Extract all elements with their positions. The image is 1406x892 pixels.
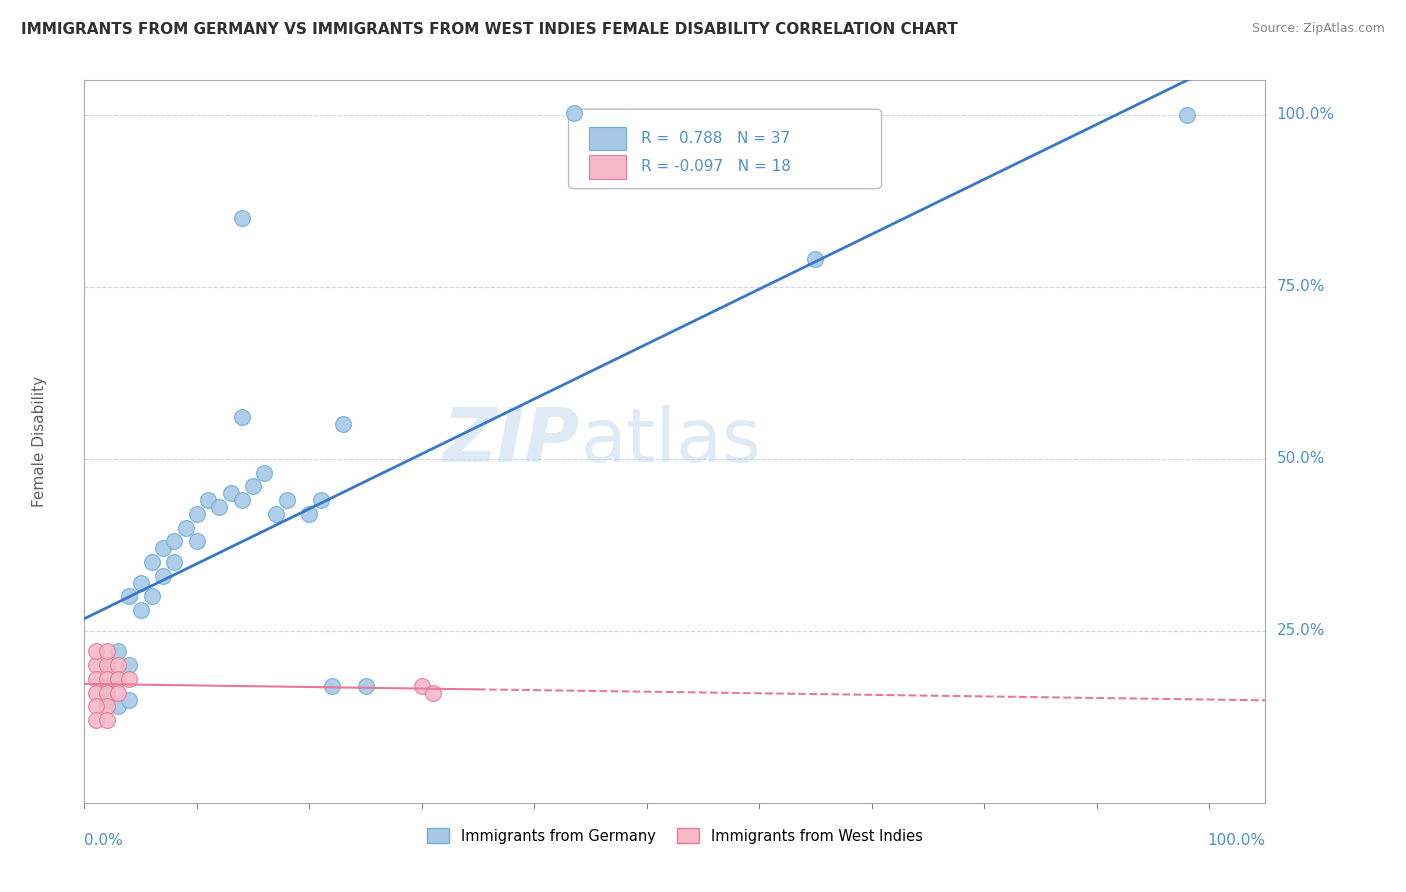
Point xyxy=(141,590,163,604)
Point xyxy=(174,520,197,534)
Point xyxy=(96,658,118,673)
Point xyxy=(118,658,141,673)
Point xyxy=(107,672,129,686)
Legend: Immigrants from Germany, Immigrants from West Indies: Immigrants from Germany, Immigrants from… xyxy=(422,822,928,850)
Point xyxy=(107,686,129,700)
Point xyxy=(152,568,174,582)
Point xyxy=(197,493,219,508)
Text: ZIP: ZIP xyxy=(443,405,581,478)
Point xyxy=(298,507,321,521)
Point xyxy=(422,686,444,700)
Point xyxy=(264,507,287,521)
Text: 25.0%: 25.0% xyxy=(1277,624,1324,639)
Point xyxy=(354,679,377,693)
Text: 100.0%: 100.0% xyxy=(1208,833,1265,848)
Point xyxy=(129,575,152,590)
Text: IMMIGRANTS FROM GERMANY VS IMMIGRANTS FROM WEST INDIES FEMALE DISABILITY CORRELA: IMMIGRANTS FROM GERMANY VS IMMIGRANTS FR… xyxy=(21,22,957,37)
Point xyxy=(118,692,141,706)
Text: atlas: atlas xyxy=(581,405,762,478)
Point xyxy=(141,555,163,569)
Point xyxy=(107,699,129,714)
Point xyxy=(186,507,208,521)
Point xyxy=(332,417,354,432)
Point xyxy=(231,410,253,425)
FancyBboxPatch shape xyxy=(568,109,882,189)
Point xyxy=(96,672,118,686)
Text: Female Disability: Female Disability xyxy=(32,376,48,508)
Point xyxy=(242,479,264,493)
Point xyxy=(96,679,118,693)
Text: R = -0.097   N = 18: R = -0.097 N = 18 xyxy=(641,160,790,175)
Point xyxy=(96,658,118,673)
Text: Source: ZipAtlas.com: Source: ZipAtlas.com xyxy=(1251,22,1385,36)
Point xyxy=(96,699,118,714)
Point xyxy=(186,534,208,549)
Point xyxy=(118,590,141,604)
Text: 0.0%: 0.0% xyxy=(84,833,124,848)
Point xyxy=(163,534,186,549)
Point xyxy=(84,699,107,714)
Point xyxy=(84,658,107,673)
Point xyxy=(564,105,586,120)
Point xyxy=(152,541,174,556)
Point xyxy=(321,679,343,693)
Point xyxy=(411,679,433,693)
Point xyxy=(96,644,118,658)
Text: R =  0.788   N = 37: R = 0.788 N = 37 xyxy=(641,130,790,145)
Text: 75.0%: 75.0% xyxy=(1277,279,1324,294)
Point xyxy=(231,211,253,225)
Point xyxy=(96,713,118,727)
Text: 100.0%: 100.0% xyxy=(1277,107,1334,122)
Point xyxy=(118,672,141,686)
Point xyxy=(84,686,107,700)
Point xyxy=(309,493,332,508)
Point xyxy=(96,692,118,706)
Point xyxy=(1175,108,1198,122)
Point xyxy=(84,713,107,727)
Point xyxy=(129,603,152,617)
Point xyxy=(84,644,107,658)
Point xyxy=(253,466,276,480)
Point xyxy=(276,493,298,508)
Point xyxy=(107,644,129,658)
Point xyxy=(84,672,107,686)
Point xyxy=(231,493,253,508)
Point xyxy=(219,486,242,500)
Bar xyxy=(589,127,627,150)
Point xyxy=(107,658,129,673)
Point xyxy=(96,686,118,700)
Point xyxy=(107,672,129,686)
Point xyxy=(804,252,827,267)
Text: 50.0%: 50.0% xyxy=(1277,451,1324,467)
Point xyxy=(163,555,186,569)
Bar xyxy=(589,155,627,178)
Point xyxy=(208,500,231,514)
